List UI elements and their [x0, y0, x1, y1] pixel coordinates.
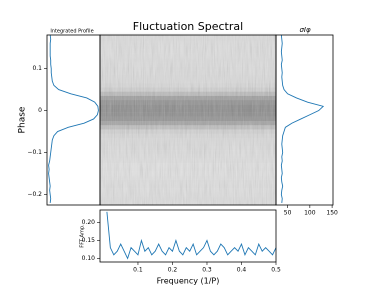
y-axis-label: Phase: [18, 106, 28, 133]
y-tick-label: −0.1: [27, 149, 42, 156]
y-axis-label: FFT Amp.: [80, 224, 86, 248]
y-tick-label: 0.20: [82, 219, 96, 226]
panel-title: σIφ: [299, 26, 311, 34]
y-tick-label: 0.10: [82, 255, 96, 262]
y-tick-label: −0.2: [27, 191, 42, 198]
panel-title: Integrated Profile: [50, 29, 93, 35]
x-tick-label: 0.3: [202, 267, 212, 274]
y-tick-label: 0.15: [82, 237, 96, 244]
x-tick-label: 0.1: [133, 267, 143, 274]
y-tick-label: 0.1: [32, 65, 42, 72]
profile-line: [48, 34, 99, 203]
x-tick-label: 100: [304, 210, 316, 217]
image-noise: [100, 35, 276, 205]
fft-line: [106, 211, 277, 260]
panel-frame: [275, 34, 334, 206]
y-tick-label: 0: [38, 107, 42, 114]
chart-title: Fluctuation Spectral: [133, 20, 243, 33]
x-tick-label: 0.4: [237, 267, 247, 274]
panel-frame: [99, 209, 277, 263]
x-tick-label: 50: [284, 210, 292, 217]
x-tick-label: 0.2: [168, 267, 178, 274]
x-tick-label: 150: [326, 210, 338, 217]
x-tick-label: 0.5: [271, 267, 281, 274]
x-axis-label: Frequency (1/P): [157, 277, 220, 286]
profile-line: [280, 34, 325, 203]
